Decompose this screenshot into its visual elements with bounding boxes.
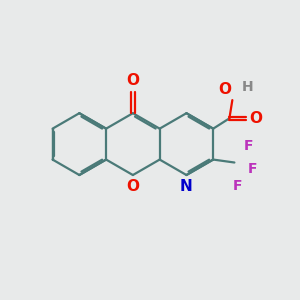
Text: O: O: [126, 178, 140, 194]
Text: H: H: [242, 80, 254, 94]
Text: O: O: [126, 74, 140, 88]
Text: F: F: [244, 139, 253, 153]
Text: O: O: [249, 111, 262, 126]
Text: F: F: [248, 162, 257, 176]
Text: N: N: [180, 178, 193, 194]
Text: O: O: [218, 82, 231, 97]
Text: F: F: [232, 179, 242, 193]
